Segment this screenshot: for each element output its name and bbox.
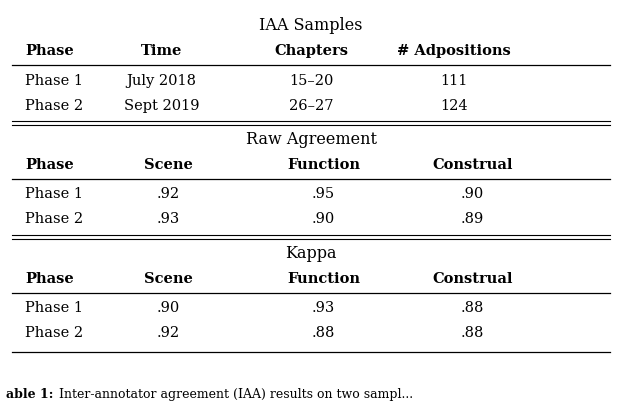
Text: .88: .88 <box>312 326 335 341</box>
Text: Construal: Construal <box>432 272 513 286</box>
Text: Kappa: Kappa <box>285 245 337 262</box>
Text: July 2018: July 2018 <box>127 74 197 88</box>
Text: .90: .90 <box>156 301 180 315</box>
Text: Inter-annotator agreement (IAA) results on two sampl...: Inter-annotator agreement (IAA) results … <box>59 388 413 401</box>
Text: Construal: Construal <box>432 158 513 172</box>
Text: .88: .88 <box>461 301 485 315</box>
Text: .92: .92 <box>156 326 180 341</box>
Text: Raw Agreement: Raw Agreement <box>246 131 376 148</box>
Text: Phase 1: Phase 1 <box>25 74 83 88</box>
Text: Phase: Phase <box>25 272 73 286</box>
Text: 26–27: 26–27 <box>289 99 333 113</box>
Text: Phase 2: Phase 2 <box>25 212 83 226</box>
Text: .92: .92 <box>156 187 180 201</box>
Text: .93: .93 <box>156 212 180 226</box>
Text: .89: .89 <box>461 212 485 226</box>
Text: IAA Samples: IAA Samples <box>259 17 363 34</box>
Text: Function: Function <box>287 272 360 286</box>
Text: Phase 2: Phase 2 <box>25 326 83 341</box>
Text: Scene: Scene <box>144 158 192 172</box>
Text: Phase 2: Phase 2 <box>25 99 83 113</box>
Text: 124: 124 <box>440 99 468 113</box>
Text: .95: .95 <box>312 187 335 201</box>
Text: able 1:: able 1: <box>6 388 53 401</box>
Text: # Adpositions: # Adpositions <box>397 44 511 58</box>
Text: 15–20: 15–20 <box>289 74 333 88</box>
Text: Phase: Phase <box>25 158 73 172</box>
Text: Chapters: Chapters <box>274 44 348 58</box>
Text: .88: .88 <box>461 326 485 341</box>
Text: .93: .93 <box>312 301 335 315</box>
Text: 111: 111 <box>440 74 468 88</box>
Text: Phase 1: Phase 1 <box>25 187 83 201</box>
Text: .90: .90 <box>461 187 485 201</box>
Text: Sept 2019: Sept 2019 <box>124 99 200 113</box>
Text: Scene: Scene <box>144 272 192 286</box>
Text: Phase 1: Phase 1 <box>25 301 83 315</box>
Text: Time: Time <box>141 44 182 58</box>
Text: Function: Function <box>287 158 360 172</box>
Text: .90: .90 <box>312 212 335 226</box>
Text: Phase: Phase <box>25 44 73 58</box>
